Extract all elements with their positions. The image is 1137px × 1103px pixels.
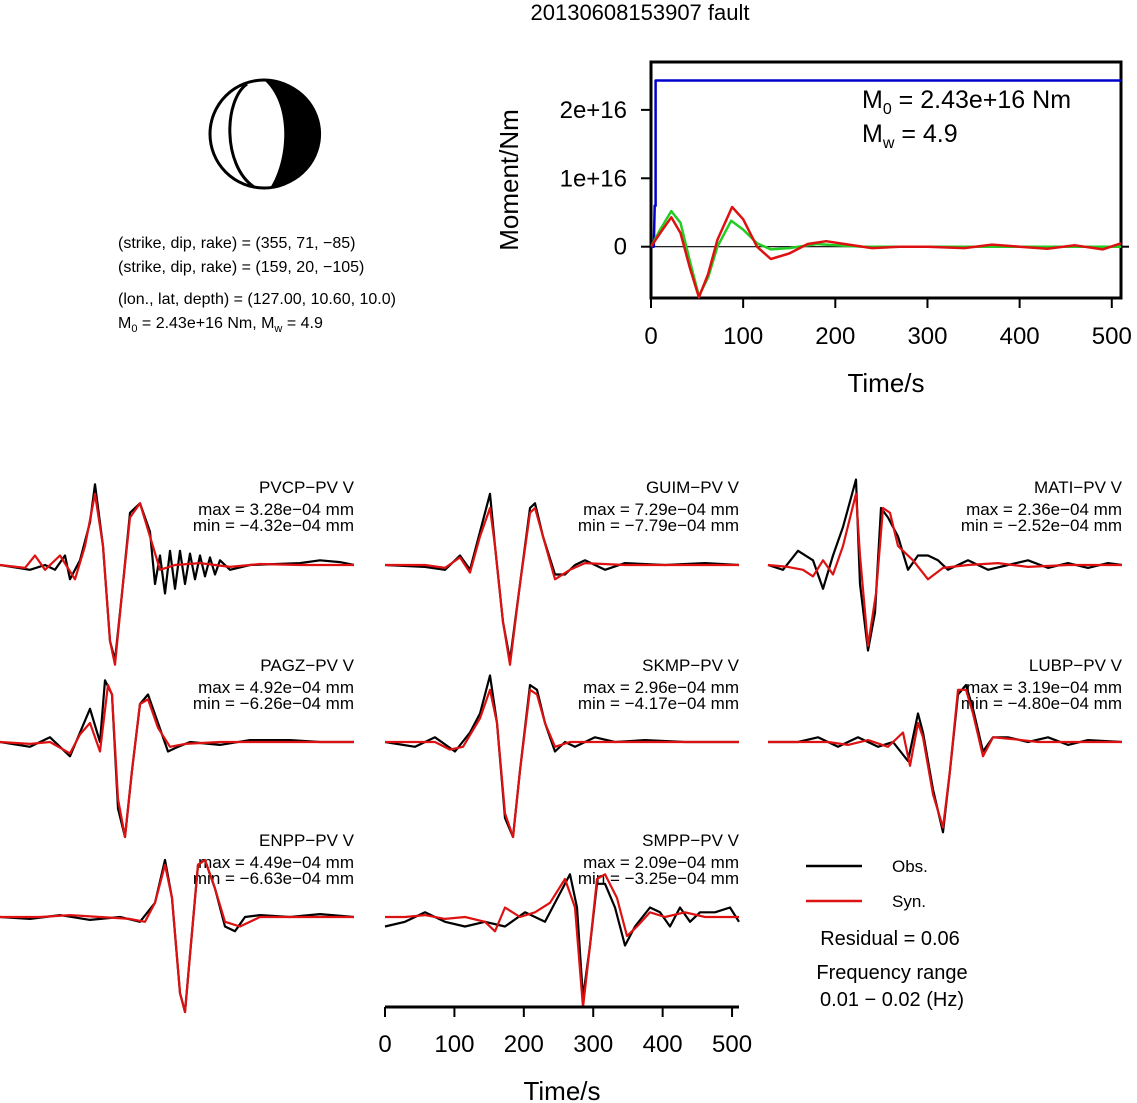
station-max: max = 3.28e−04 mm bbox=[198, 500, 354, 519]
moment-xtick-label: 0 bbox=[644, 323, 657, 350]
moment-mw-annotation: Mw = 4.9 bbox=[862, 120, 958, 152]
focal-mechanism-beachball-icon bbox=[208, 78, 322, 190]
waveform-xtick-label: 100 bbox=[434, 1031, 474, 1058]
moment-m0-annotation: M0 = 2.43e+16 Nm bbox=[862, 86, 1071, 118]
moment-series-cumulative bbox=[651, 79, 1121, 248]
station-min: min = −3.25e−04 mm bbox=[578, 869, 739, 888]
moment-xtick-label: 400 bbox=[1000, 323, 1040, 350]
station-max: max = 2.96e−04 mm bbox=[583, 678, 739, 697]
waveform-synthetic bbox=[385, 506, 739, 666]
waveform-xtick-label: 0 bbox=[378, 1031, 391, 1058]
station-name: GUIM−PV V bbox=[646, 478, 740, 497]
station-max: max = 2.36e−04 mm bbox=[966, 500, 1122, 519]
waveform-xtick-label: 200 bbox=[504, 1031, 544, 1058]
waveform-xtick-label: 500 bbox=[712, 1031, 752, 1058]
moment-xlabel: Time/s bbox=[847, 368, 924, 398]
moment-xtick-label: 100 bbox=[723, 323, 763, 350]
waveform-synthetic bbox=[385, 688, 739, 839]
nodal-plane-2-label: (strike, dip, rake) = (159, 20, −105) bbox=[118, 259, 364, 276]
waveform-xlabel: Time/s bbox=[523, 1076, 600, 1103]
waveform-synthetic bbox=[0, 858, 354, 1014]
moment-xtick-label: 500 bbox=[1092, 323, 1132, 350]
waveform-synthetic bbox=[385, 873, 739, 1009]
station-name: SMPP−PV V bbox=[642, 831, 740, 850]
moment-ytick-label: 2e+16 bbox=[560, 97, 627, 124]
location-label: (lon., lat, depth) = (127.00, 10.60, 10.… bbox=[118, 291, 396, 308]
waveform-observed bbox=[384, 492, 740, 662]
waveform-synthetic bbox=[767, 492, 1122, 647]
station-max: max = 3.19e−04 mm bbox=[966, 678, 1122, 697]
waveform-synthetic bbox=[0, 492, 354, 666]
station-max: max = 4.49e−04 mm bbox=[198, 853, 354, 872]
legend: Obs. Syn. bbox=[806, 857, 928, 911]
station-max: max = 2.09e−04 mm bbox=[583, 853, 739, 872]
nodal-plane-1-label: (strike, dip, rake) = (355, 71, −85) bbox=[118, 235, 355, 252]
figure-title: 20130608153907 fault bbox=[531, 0, 750, 25]
station-max: max = 7.29e−04 mm bbox=[583, 500, 739, 519]
frequency-title: Frequency range bbox=[816, 962, 967, 984]
station-min: min = −4.32e−04 mm bbox=[193, 516, 354, 535]
frequency-value: 0.01 − 0.02 (Hz) bbox=[820, 989, 964, 1011]
moment-ytick-label: 1e+16 bbox=[560, 165, 627, 192]
legend-obs-label: Obs. bbox=[892, 857, 928, 876]
moment-series-rate-1 bbox=[649, 209, 1121, 298]
waveform-observed bbox=[384, 873, 740, 999]
station-name: ENPP−PV V bbox=[259, 831, 355, 850]
station-min: min = −4.80e−04 mm bbox=[961, 694, 1122, 713]
station-name: LUBP−PV V bbox=[1029, 656, 1123, 675]
moment-ytick-label: 0 bbox=[614, 234, 627, 261]
moment-function-plot: 0 100 200 300 400 500 0 1e+16 2e+16 Moment/Nm Ti… bbox=[494, 60, 1132, 398]
station-min: min = −6.63e−04 mm bbox=[193, 869, 354, 888]
station-min: min = −7.79e−04 mm bbox=[578, 516, 739, 535]
station-min: min = −6.26e−04 mm bbox=[193, 694, 354, 713]
waveform-synthetic bbox=[768, 688, 1122, 829]
moment-ylabel: Moment/Nm bbox=[494, 109, 524, 251]
station-min: min = −2.52e−04 mm bbox=[961, 516, 1122, 535]
station-name: MATI−PV V bbox=[1034, 478, 1123, 497]
waveform-xtick-label: 300 bbox=[573, 1031, 613, 1058]
station-min: min = −4.17e−04 mm bbox=[578, 694, 739, 713]
waveform-time-axis: 0 100 200 300 400 500 bbox=[378, 1005, 752, 1058]
station-name: PVCP−PV V bbox=[259, 478, 355, 497]
magnitude-label: M0 = 2.43e+16 Nm, Mw = 4.9 bbox=[118, 315, 323, 335]
legend-syn-label: Syn. bbox=[892, 892, 926, 911]
moment-series-rate-2 bbox=[649, 205, 1122, 299]
waveform-observed bbox=[0, 483, 355, 662]
waveform-observed bbox=[767, 478, 1123, 652]
moment-xtick-label: 300 bbox=[907, 323, 947, 350]
station-max: max = 4.92e−04 mm bbox=[198, 678, 354, 697]
moment-plot-frame bbox=[649, 60, 1123, 300]
residual-label: Residual = 0.06 bbox=[820, 928, 960, 950]
waveform-synthetic bbox=[0, 683, 354, 839]
station-name: PAGZ−PV V bbox=[260, 656, 354, 675]
waveform-xtick-label: 400 bbox=[643, 1031, 683, 1058]
moment-xtick-label: 200 bbox=[815, 323, 855, 350]
station-name: SKMP−PV V bbox=[642, 656, 740, 675]
